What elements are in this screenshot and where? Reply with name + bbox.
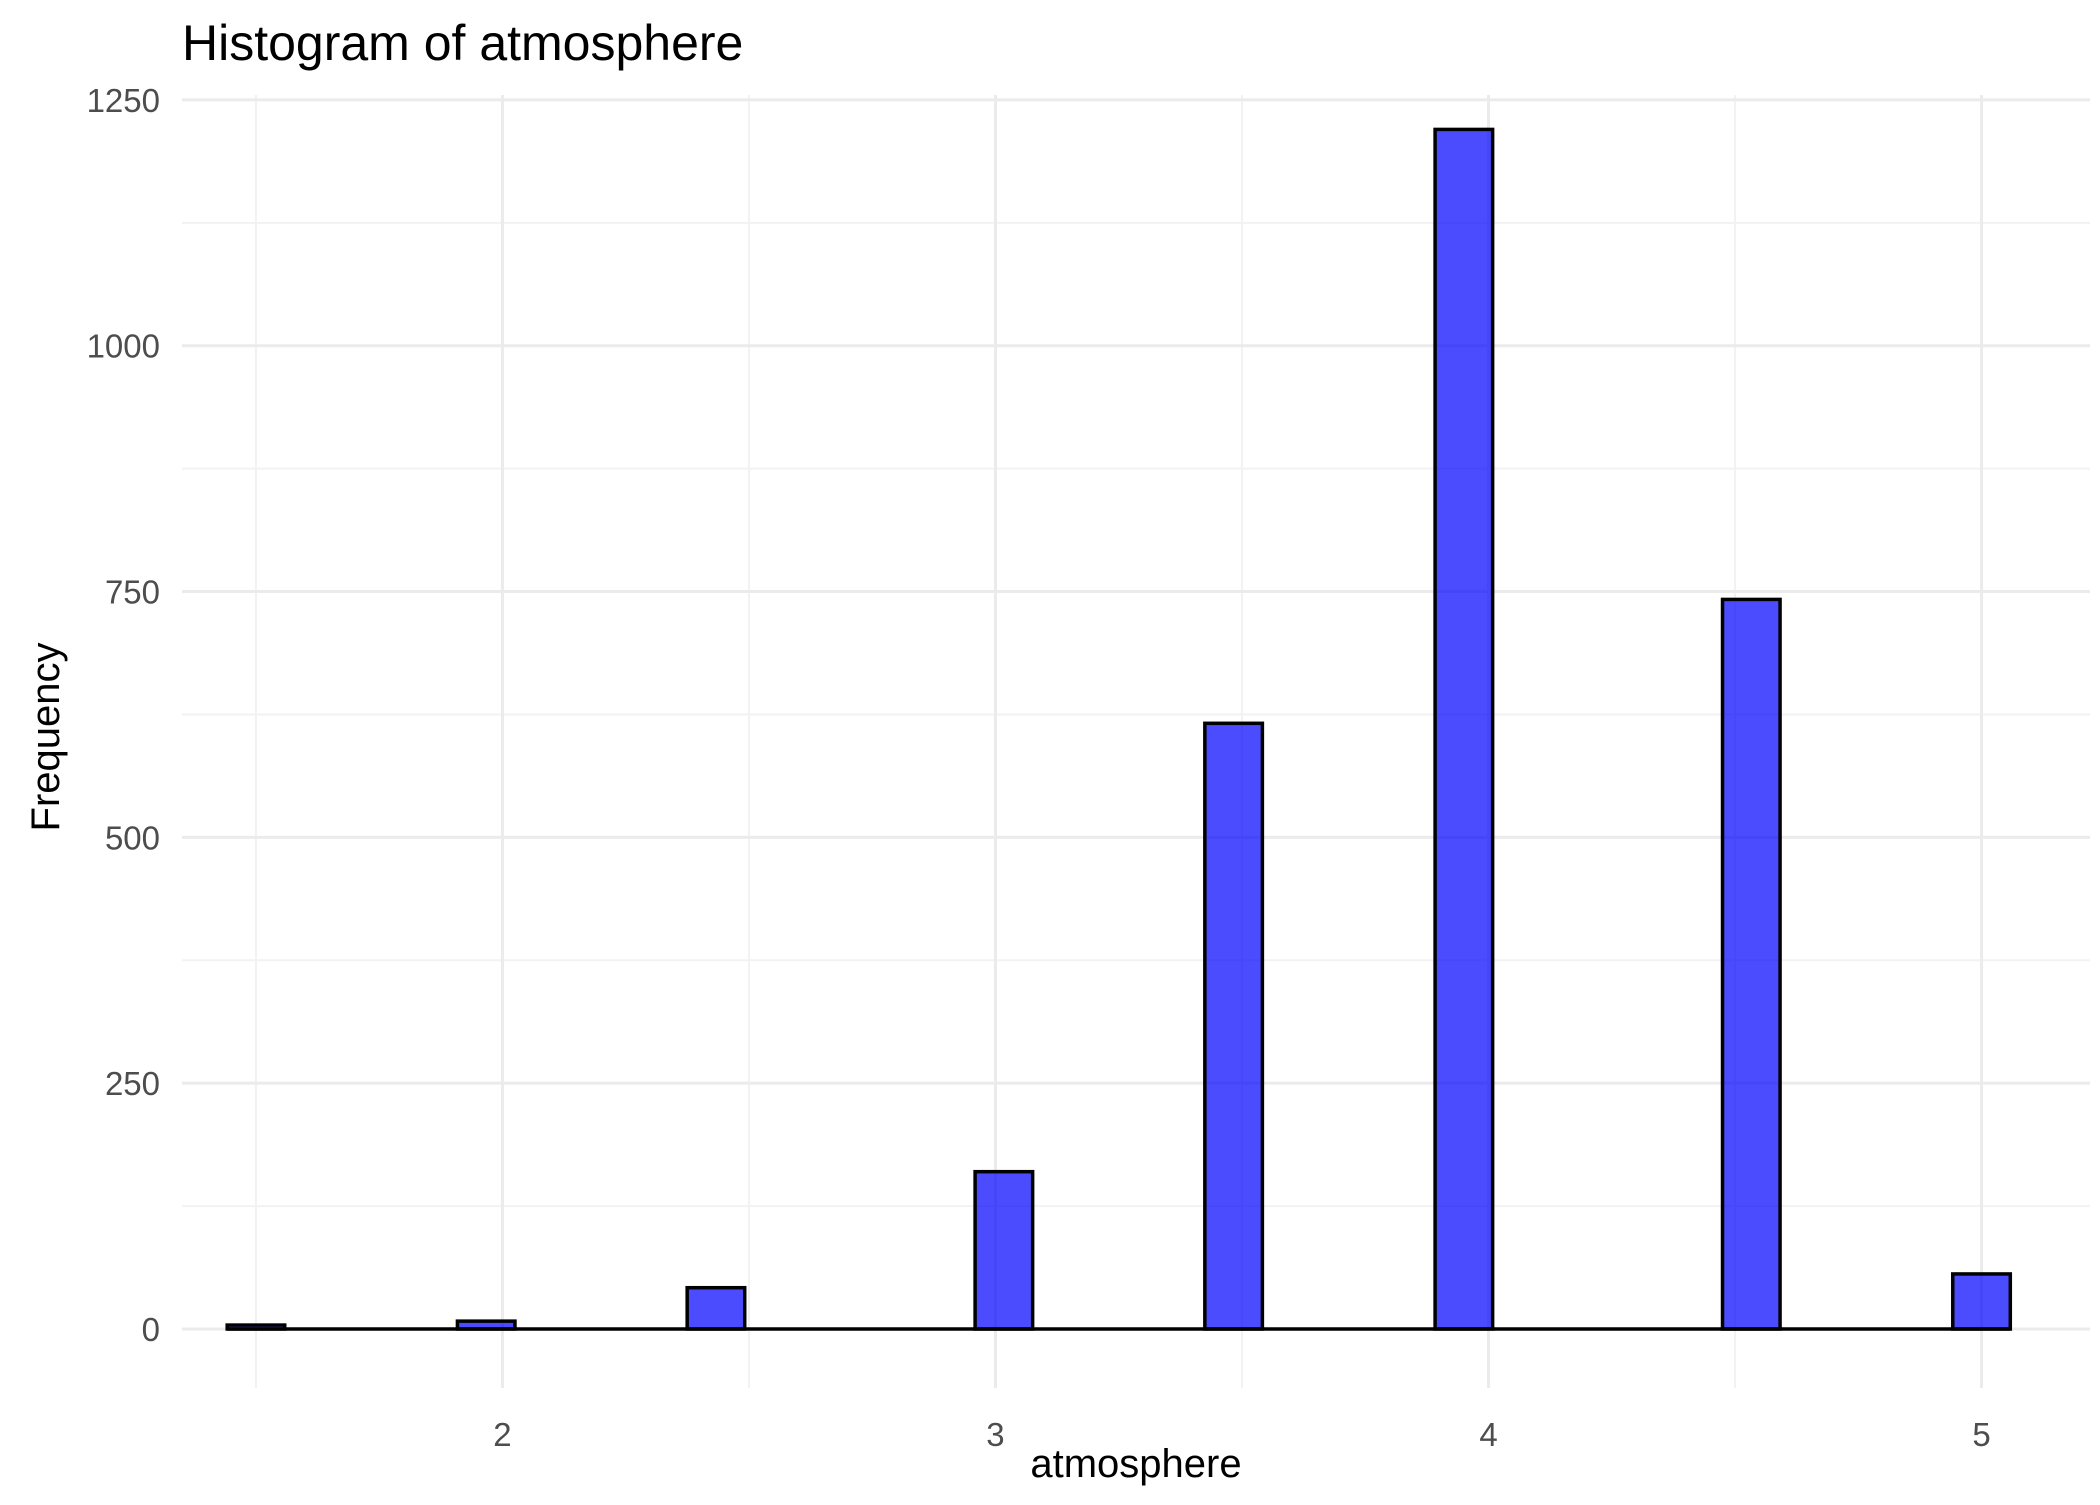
histogram-bar [225,1323,287,1331]
axis-tick-labels: 2 3 4 5 0 250 500 750 1000 1250 [87,82,1991,1453]
histogram-bar [685,1285,747,1331]
histogram-bar [973,1169,1035,1331]
x-tick-label: 2 [493,1416,511,1453]
x-tick-label: 4 [1479,1416,1497,1453]
x-tick-label: 3 [986,1416,1004,1453]
x-tick-label: 5 [1972,1416,1990,1453]
y-tick-label: 250 [105,1065,160,1102]
grid-lines [182,95,2090,1388]
histogram-bar [1720,597,1782,1331]
y-tick-label: 1250 [87,82,160,119]
chart-title: Histogram of atmosphere [182,15,743,71]
histogram-bar [1203,721,1265,1331]
y-tick-label: 1000 [87,328,160,365]
y-tick-label: 500 [105,819,160,856]
histogram-bar [1433,127,1495,1331]
histogram-bar [455,1319,517,1331]
y-tick-label: 750 [105,574,160,611]
x-axis-title: atmosphere [1030,1442,1241,1486]
y-axis-title: Frequency [24,643,68,832]
y-tick-label: 0 [142,1311,160,1348]
histogram-bar [1951,1272,2013,1331]
histogram-bars [225,127,2013,1331]
